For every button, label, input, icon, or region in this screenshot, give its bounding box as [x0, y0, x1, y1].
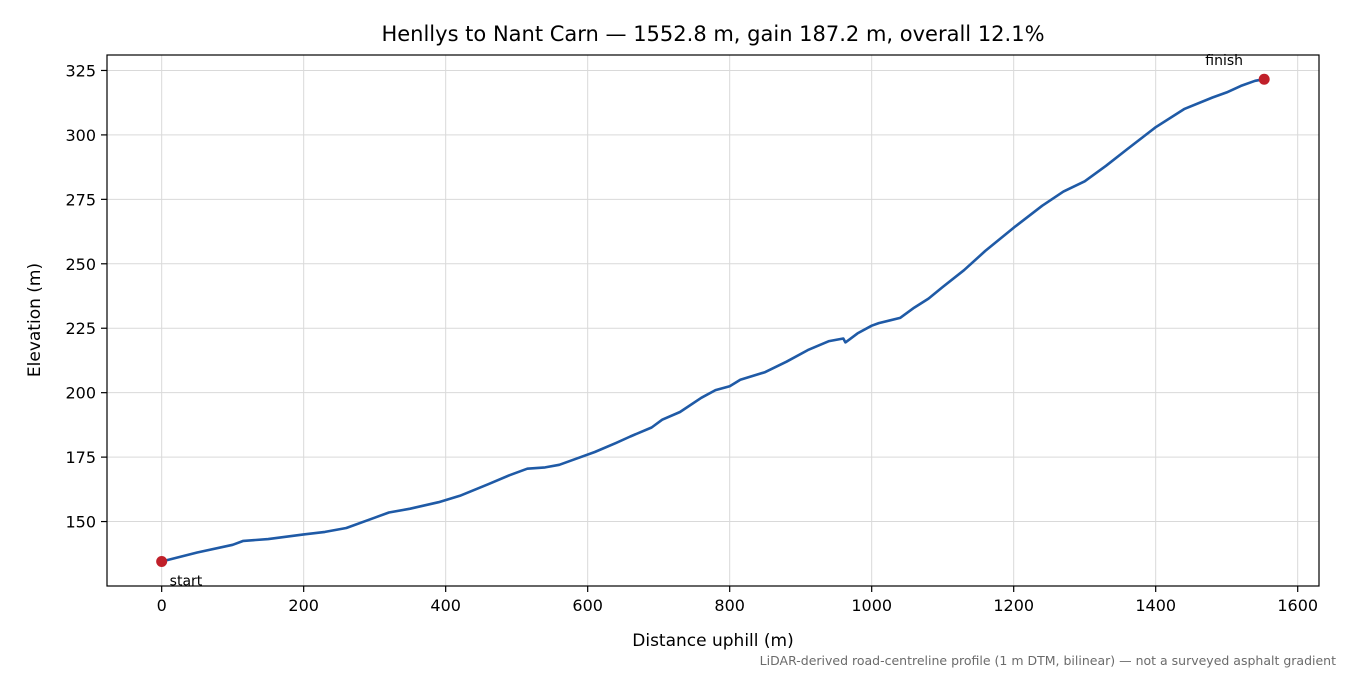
finish-marker	[1258, 73, 1270, 85]
start-label: start	[170, 574, 203, 590]
elevation-profile-line	[160, 77, 1266, 563]
chart-title: Henllys to Nant Carn — 1552.8 m, gain 18…	[381, 22, 1044, 46]
endpoint-markers: start finish	[156, 53, 1270, 590]
x-tick-label: 200	[288, 596, 319, 615]
x-tick-label: 400	[430, 596, 461, 615]
x-axis-label: Distance uphill (m)	[632, 631, 793, 651]
grid-lines	[107, 55, 1319, 586]
x-tick-label: 1600	[1277, 596, 1318, 615]
y-tick-label: 325	[65, 61, 96, 80]
y-axis-label: Elevation (m)	[25, 263, 45, 377]
x-tick-label: 1000	[851, 596, 892, 615]
source-footnote: LiDAR-derived road-centreline profile (1…	[760, 653, 1336, 668]
y-tick-label: 250	[65, 255, 96, 274]
x-tick-label: 600	[572, 596, 603, 615]
axis-ticks: 0 200 400 600 800 1000 1200 1400 1600 150 175 200 22…	[65, 61, 1318, 615]
x-tick-label: 800	[714, 596, 745, 615]
start-marker	[156, 556, 168, 568]
y-tick-label: 175	[65, 448, 96, 467]
x-tick-label: 1200	[993, 596, 1034, 615]
y-tick-label: 200	[65, 384, 96, 403]
plot-frame	[106, 54, 1320, 587]
x-tick-label: 1400	[1135, 596, 1176, 615]
y-tick-label: 225	[65, 319, 96, 338]
x-tick-label: 0	[157, 596, 167, 615]
y-tick-label: 300	[65, 126, 96, 145]
y-tick-label: 150	[65, 513, 96, 532]
y-tick-label: 275	[65, 190, 96, 209]
finish-label: finish	[1205, 53, 1243, 69]
